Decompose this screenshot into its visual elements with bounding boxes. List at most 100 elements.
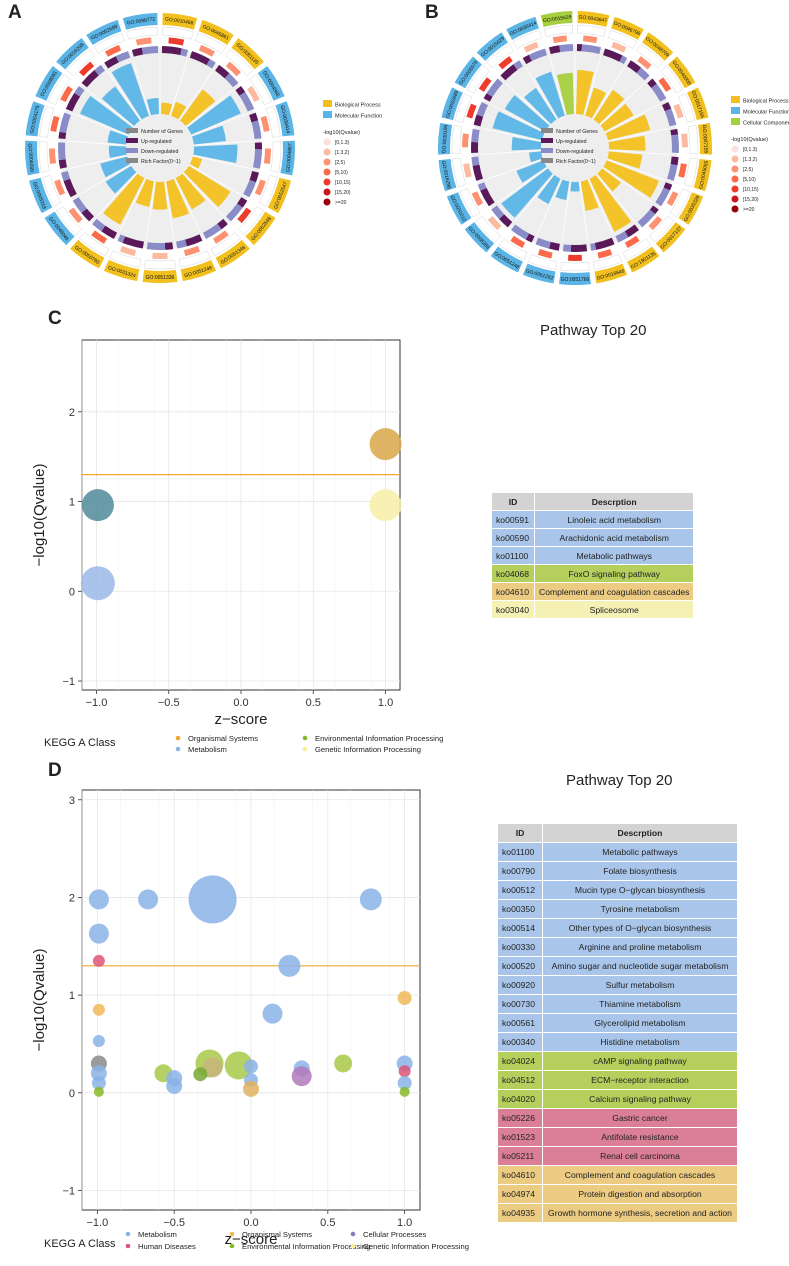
gene-count-ring [622,238,651,261]
rich-factor-bar [603,160,660,198]
down-regulated-segment [491,205,505,220]
qvalue-pill [510,235,526,248]
up-regulated-segment [522,54,532,65]
table-row: ko01100 Metabolic pathways [491,546,695,565]
gene-count-ring [42,175,62,207]
go-term-segment [490,246,523,273]
down-regulated-segment [619,55,628,65]
data-point [398,1065,411,1078]
qvalue-pill [681,133,688,148]
down-regulated-segment [57,142,66,161]
go-term-segment [103,259,140,282]
qvalue-swatch [323,158,331,166]
rich-factor-bar [605,114,651,141]
go-term-segment [577,11,610,27]
circos-a: GO:0010466GO:0045861GO:0061135GO:0004866… [25,13,382,283]
category-label: Biological Process [743,99,789,105]
rich-factor-bar [108,145,127,158]
pathway-id: ko04020 [497,1089,543,1109]
data-point [278,954,301,977]
qvalue-pill [487,216,502,231]
go-term-segment [56,38,89,70]
pathway-id: ko03040 [491,600,535,619]
qvalue-pill [568,254,582,261]
pathway-id: ko01100 [497,842,543,862]
pathway-description: Other types of O−glycan biosynthesis [542,918,738,938]
qvalue-swatch [323,138,331,146]
gene-count-ring [270,141,282,173]
header-description: Descrption [542,823,738,843]
up-regulated-segment [58,131,67,140]
separator-line [69,155,127,170]
qvalue-pill [68,207,83,224]
inner-legend-swatch [126,128,138,133]
data-point [243,1080,259,1097]
rich-factor-bar [161,102,173,116]
rich-factor-bar [101,86,141,127]
up-regulated-segment [649,205,659,215]
panel-letter-d: D [48,760,62,781]
gene-count-ring [649,215,675,243]
go-term-segment [162,13,198,30]
legend-label: Metabolism [188,745,227,754]
table-row: ko01523 Antifolate resistance [497,1127,738,1147]
go-term-segment [454,56,482,89]
title-d: Pathway Top 20 [566,772,673,789]
qvalue-pill [648,216,663,231]
separator-line [588,179,614,236]
pathway-description: Sulfur metabolism [542,975,738,995]
gene-count-ring [109,250,142,268]
qvalue-pill [119,245,137,257]
qvalue-pill [183,245,201,257]
legend-swatch [125,1231,131,1237]
rich-factor-bar [175,173,206,210]
go-term-segment [655,222,686,253]
data-point [92,1035,105,1048]
rich-factor-bar [492,111,545,141]
rich-factor-bar [192,125,226,145]
data-point [93,1086,104,1097]
qvalue-pill [212,230,229,244]
rich-factor-bar [537,175,561,205]
gene-count-ring [38,141,50,173]
go-term-segment [180,259,217,282]
up-regulated-segment [189,51,210,66]
data-point [224,1051,253,1080]
pathway-description: Protein digestion and absorption [542,1184,738,1204]
y-axis-label: −log10(Qvalue) [31,949,48,1052]
go-term-segment [198,19,234,46]
pathway-description: Folate biosynthesis [542,861,738,881]
pathway-description: Amino sugar and nucleotide sugar metabol… [542,956,738,976]
legend-label: Environmental Information Processing [315,734,443,743]
go-term-segment [438,159,457,192]
category-swatch [323,100,332,107]
inner-legend-label: Down-regulated [141,149,178,155]
pathway-id: ko04935 [497,1203,543,1223]
separator-line [191,113,247,136]
legend-swatch [229,1243,235,1249]
data-point [81,489,114,522]
header-id: ID [497,823,543,843]
qvalue-label: [2,5) [335,160,345,166]
down-regulated-segment [94,64,105,76]
separator-line [107,70,142,121]
go-term-label: GO:0045055 [698,160,710,189]
up-regulated-segment [161,46,182,56]
data-point [90,1065,107,1082]
pathway-description: Linoleic acid metabolism [533,510,695,529]
table-row: ko04610 Complement and coagulation cascad… [497,1165,738,1185]
x-tick-label: 1.0 [397,1217,412,1229]
pathway-description: Complement and coagulation cascades [533,582,695,601]
separator-line [596,174,636,222]
rich-factor-bar [576,69,594,116]
legend-title: KEGG A Class [44,737,116,749]
inner-legend-swatch [541,148,553,153]
data-point [88,889,109,910]
pathway-id: ko05226 [497,1108,543,1128]
pathway-id: ko00520 [497,956,543,976]
go-term-segment [25,101,45,137]
qvalue-pill [463,163,472,178]
pathway-id: ko04974 [497,1184,543,1204]
go-term-label: GO:0051766 [561,277,590,283]
go-term-segment [693,159,712,192]
